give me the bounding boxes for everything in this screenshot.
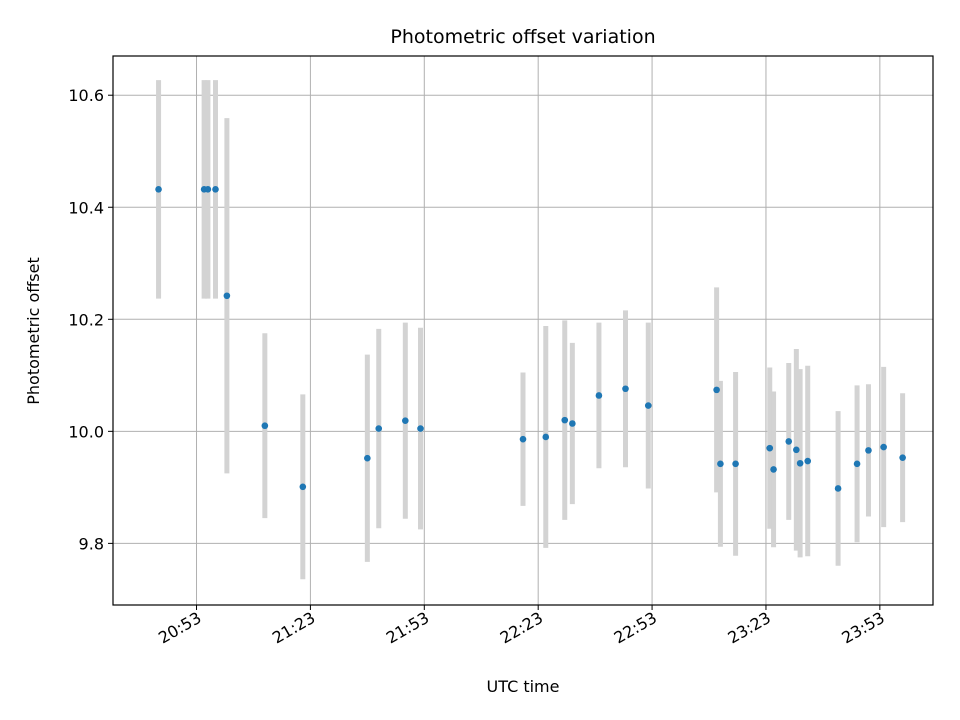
data-point (717, 460, 724, 468)
x-tick-label: 20:53 (155, 608, 204, 648)
x-tick-label: 22:53 (611, 608, 660, 648)
x-tick-label: 23:53 (838, 608, 887, 648)
data-point (785, 438, 793, 445)
data-point (595, 392, 603, 399)
data-point (804, 457, 812, 465)
y-axis-label: Photometric offset (24, 257, 43, 405)
data-point (204, 186, 212, 193)
data-point (732, 460, 739, 468)
data-point (880, 443, 887, 451)
data-point (375, 425, 383, 432)
x-tick-label: 21:23 (269, 608, 318, 648)
data-point (542, 433, 550, 441)
x-tick-label: 23:23 (725, 608, 774, 648)
x-tick-label: 22:23 (497, 608, 546, 648)
x-tick-layer: 20:53 21:23 21:53 22:23 22:53 23:23 23:53 (155, 605, 888, 648)
y-tick-label: 10.0 (68, 422, 104, 441)
data-point (865, 447, 872, 454)
data-point (622, 385, 629, 393)
data-point (561, 416, 569, 424)
data-point (212, 186, 219, 193)
y-tick-label: 9.8 (79, 534, 104, 553)
data-point (793, 446, 800, 454)
data-point (519, 435, 527, 443)
data-point (299, 483, 307, 491)
y-tick-layer: 9.8 10.0 10.2 10.4 10.6 (68, 86, 113, 553)
data-point (796, 459, 804, 467)
point-layer (155, 186, 906, 492)
errorbar-layer (156, 80, 906, 580)
x-tick-label: 21:53 (383, 608, 432, 648)
x-axis-label: UTC time (487, 677, 560, 696)
data-point (770, 466, 777, 473)
data-point (644, 402, 652, 409)
data-point (402, 417, 409, 424)
data-point (899, 454, 906, 461)
y-tick-label: 10.2 (68, 310, 104, 329)
data-point (155, 186, 162, 193)
data-point (364, 454, 371, 462)
chart-title: Photometric offset variation (390, 26, 655, 48)
data-point (713, 386, 720, 394)
data-point (834, 485, 842, 492)
data-point (766, 444, 774, 452)
data-point (569, 420, 576, 427)
y-tick-label: 10.6 (68, 86, 104, 105)
data-point (261, 422, 269, 430)
plot-frame (112, 55, 934, 606)
data-point (853, 460, 861, 468)
y-tick-label: 10.4 (68, 198, 104, 217)
data-point (223, 292, 231, 300)
data-point (417, 425, 424, 432)
